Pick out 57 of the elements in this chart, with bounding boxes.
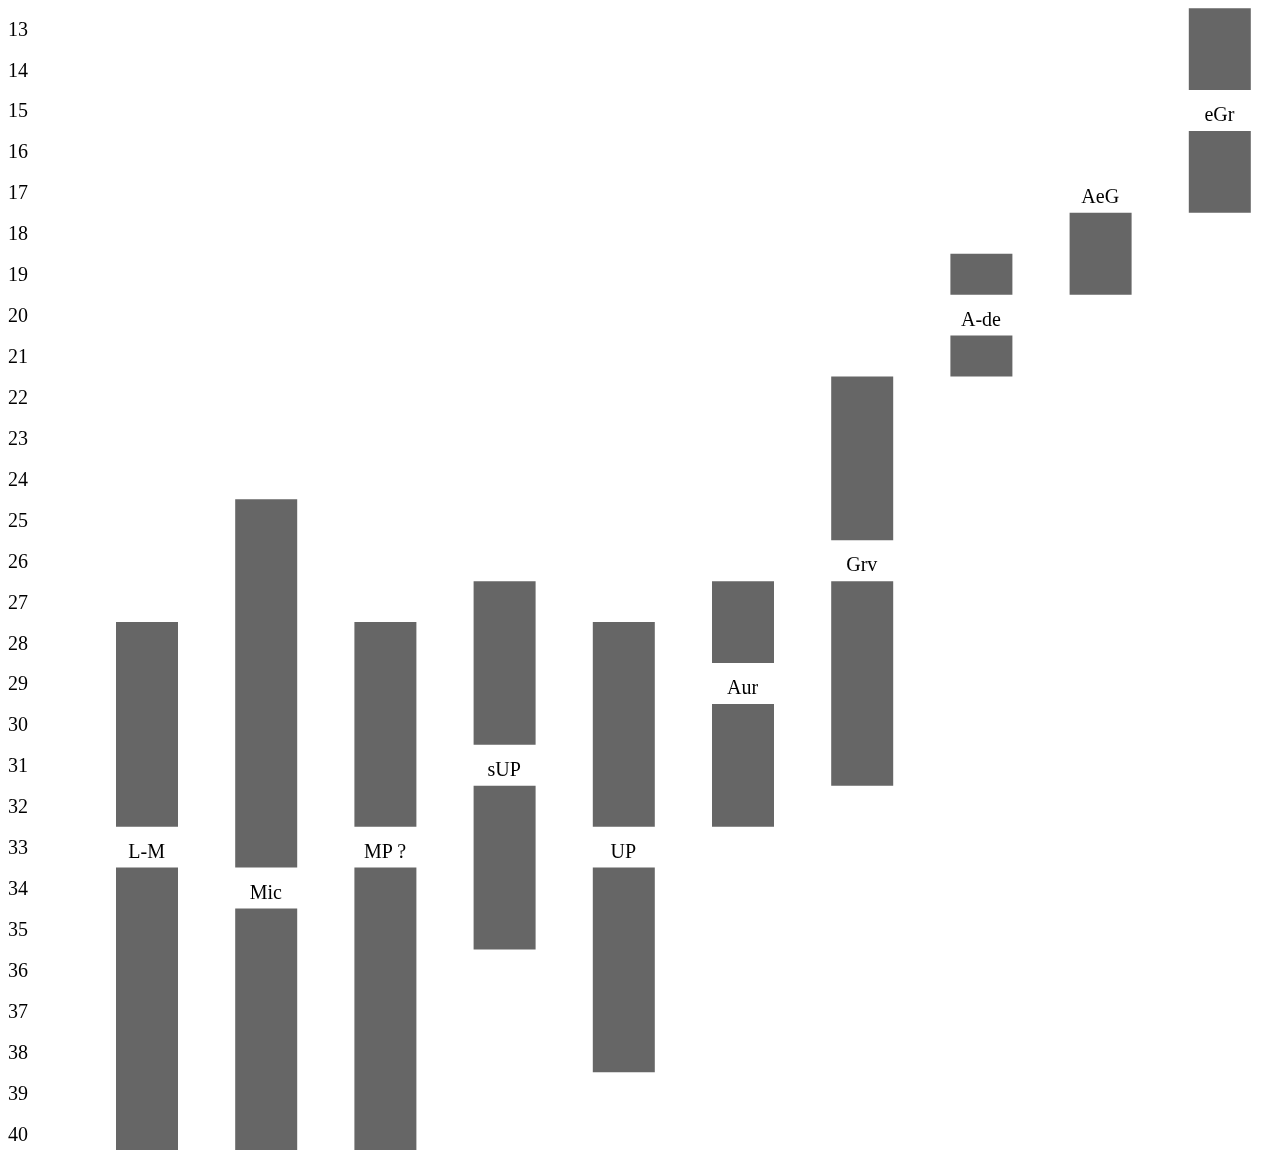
y-tick-label: 29 <box>8 672 28 695</box>
y-tick-label: 26 <box>8 549 28 572</box>
bar <box>473 785 536 950</box>
bar <box>1069 212 1132 295</box>
bar <box>712 703 774 827</box>
bar <box>1188 8 1251 91</box>
y-tick-label: 25 <box>8 508 28 531</box>
y-tick-label: 36 <box>8 958 28 981</box>
bar <box>831 376 894 541</box>
y-tick-label: 35 <box>8 918 28 940</box>
y-tick-label: 40 <box>8 1122 28 1145</box>
y-tick-label: 23 <box>8 426 28 449</box>
y-tick-label: 38 <box>8 1040 28 1063</box>
bar <box>116 867 178 1150</box>
x-tick-label: Grv <box>846 553 878 576</box>
y-tick-label: 19 <box>8 263 28 286</box>
y-tick-label: 24 <box>8 467 28 490</box>
x-tick-label: Aur <box>727 675 759 698</box>
x-tick-label: AeG <box>1081 184 1120 207</box>
y-tick-label: 20 <box>8 304 28 327</box>
y-tick-label: 14 <box>8 58 28 81</box>
x-tick-label: eGr <box>1204 102 1235 125</box>
y-tick-label: 30 <box>8 713 28 736</box>
bar <box>1188 130 1251 213</box>
y-tick-label: 32 <box>8 795 28 818</box>
bar <box>235 499 298 868</box>
bar <box>712 581 774 663</box>
x-tick-label: UP <box>610 839 637 862</box>
y-tick-label: 18 <box>8 222 28 245</box>
y-tick-label: 13 <box>8 17 28 40</box>
y-tick-label: 28 <box>8 631 28 654</box>
y-tick-label: 31 <box>8 754 28 777</box>
y-tick-label: 17 <box>8 181 28 204</box>
y-tick-label: 22 <box>8 385 28 408</box>
bar <box>592 622 655 827</box>
y-tick-label: 16 <box>8 140 28 163</box>
bar <box>354 622 417 827</box>
y-tick-label: 15 <box>8 99 28 122</box>
bar <box>950 335 1013 377</box>
x-tick-label: L-M <box>128 839 166 862</box>
y-tick-label: 33 <box>8 836 28 859</box>
y-tick-label: 39 <box>8 1081 28 1104</box>
bar <box>950 253 1013 295</box>
bar <box>116 622 178 827</box>
bar <box>354 867 417 1150</box>
bar <box>235 908 298 1150</box>
x-tick-label: A-de <box>961 307 1002 330</box>
bar <box>592 867 655 1073</box>
y-tick-label: 27 <box>8 590 28 613</box>
y-tick-label: 34 <box>8 877 28 900</box>
bar <box>831 581 894 786</box>
bar <box>473 581 536 745</box>
y-tick-label: 21 <box>8 345 28 368</box>
x-tick-label: MP ? <box>363 839 407 862</box>
x-tick-label: sUP <box>487 757 521 780</box>
x-tick-label: Mic <box>249 880 283 903</box>
y-tick-label: 37 <box>8 999 28 1022</box>
